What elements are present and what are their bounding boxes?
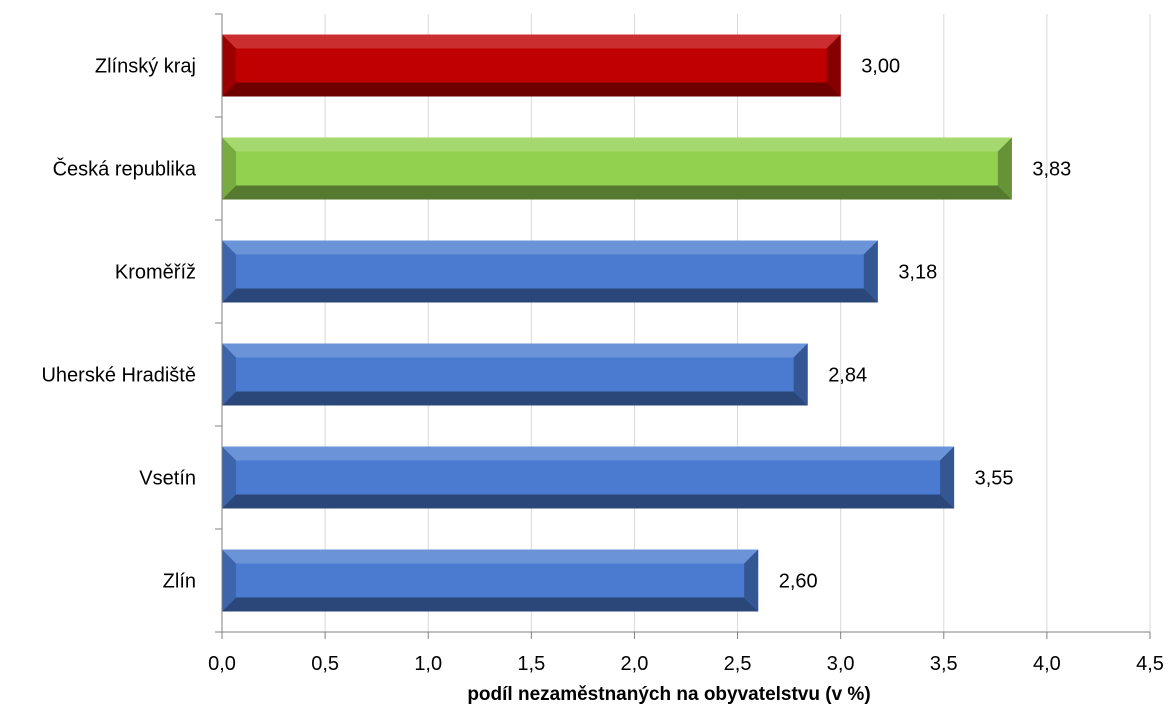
data-label: 3,83 xyxy=(1032,159,1071,181)
x-tick-label: 1,5 xyxy=(517,653,545,675)
data-label: 3,18 xyxy=(898,262,937,284)
category-label: Zlínský kraj xyxy=(95,56,196,78)
category-label: Vsetín xyxy=(139,468,196,490)
bar xyxy=(222,240,878,303)
bar-bevel-left xyxy=(222,549,236,612)
x-axis-title: podíl nezaměstnaných na obyvatelstvu (v … xyxy=(467,684,870,705)
bar-bevel-bottom xyxy=(222,494,955,509)
x-tick-label: 4,0 xyxy=(1033,653,1061,675)
data-label: 3,55 xyxy=(975,468,1014,490)
data-label: 2,60 xyxy=(779,571,818,593)
x-tick-label: 2,0 xyxy=(621,653,649,675)
x-tick-label: 0,5 xyxy=(311,653,339,675)
grid-lines xyxy=(324,14,1151,632)
bar-bevel-top xyxy=(222,34,841,49)
bar-bevel-left xyxy=(222,34,236,97)
bar-bevel-top xyxy=(222,137,1012,152)
bar-bevel-top xyxy=(222,240,878,255)
bar-bevel-right xyxy=(940,446,955,509)
labels: 0,0 0,5 1,0 1,5 2,0 2,5 3,0 3,5 4,0 4,5 Zlínský kr… xyxy=(41,56,1163,676)
bar-bevel-right xyxy=(744,549,759,612)
data-label: 2,84 xyxy=(828,365,867,387)
bar-bevel-left xyxy=(222,240,236,303)
x-tick-label: 0,0 xyxy=(208,653,236,675)
bar-bevel-bottom xyxy=(222,82,841,97)
x-tick-label: 3,0 xyxy=(827,653,855,675)
category-label: Česká republika xyxy=(53,158,197,181)
category-label: Zlín xyxy=(163,571,196,593)
bar-bevel-left xyxy=(222,137,236,200)
bar-bevel-left xyxy=(222,343,236,406)
x-tick-label: 1,0 xyxy=(414,653,442,675)
bar-bevel-bottom xyxy=(222,185,1012,200)
x-tick-label: 3,5 xyxy=(930,653,958,675)
bar-bevel-right xyxy=(793,343,808,406)
bar xyxy=(222,549,759,612)
bar xyxy=(222,137,1012,200)
axes xyxy=(215,13,1151,639)
category-label: Kroměříž xyxy=(115,262,196,284)
bar xyxy=(222,343,808,406)
bars xyxy=(222,34,1012,612)
bar xyxy=(222,446,955,509)
bar-bevel-top xyxy=(222,549,759,564)
bar-bevel-right xyxy=(997,137,1012,200)
x-tick-label: 4,5 xyxy=(1136,653,1164,675)
bar-bevel-top xyxy=(222,446,955,461)
bar-bevel-bottom xyxy=(222,391,808,406)
bar-bevel-right xyxy=(826,34,841,97)
bar-bevel-bottom xyxy=(222,597,759,612)
bar-bevel-right xyxy=(863,240,878,303)
bar xyxy=(222,34,841,97)
x-tick-label: 2,5 xyxy=(724,653,752,675)
bar-bevel-top xyxy=(222,343,808,358)
bar-bevel-bottom xyxy=(222,288,878,303)
category-label: Uherské Hradiště xyxy=(41,365,196,387)
bar-bevel-left xyxy=(222,446,236,509)
data-label: 3,00 xyxy=(861,56,900,78)
